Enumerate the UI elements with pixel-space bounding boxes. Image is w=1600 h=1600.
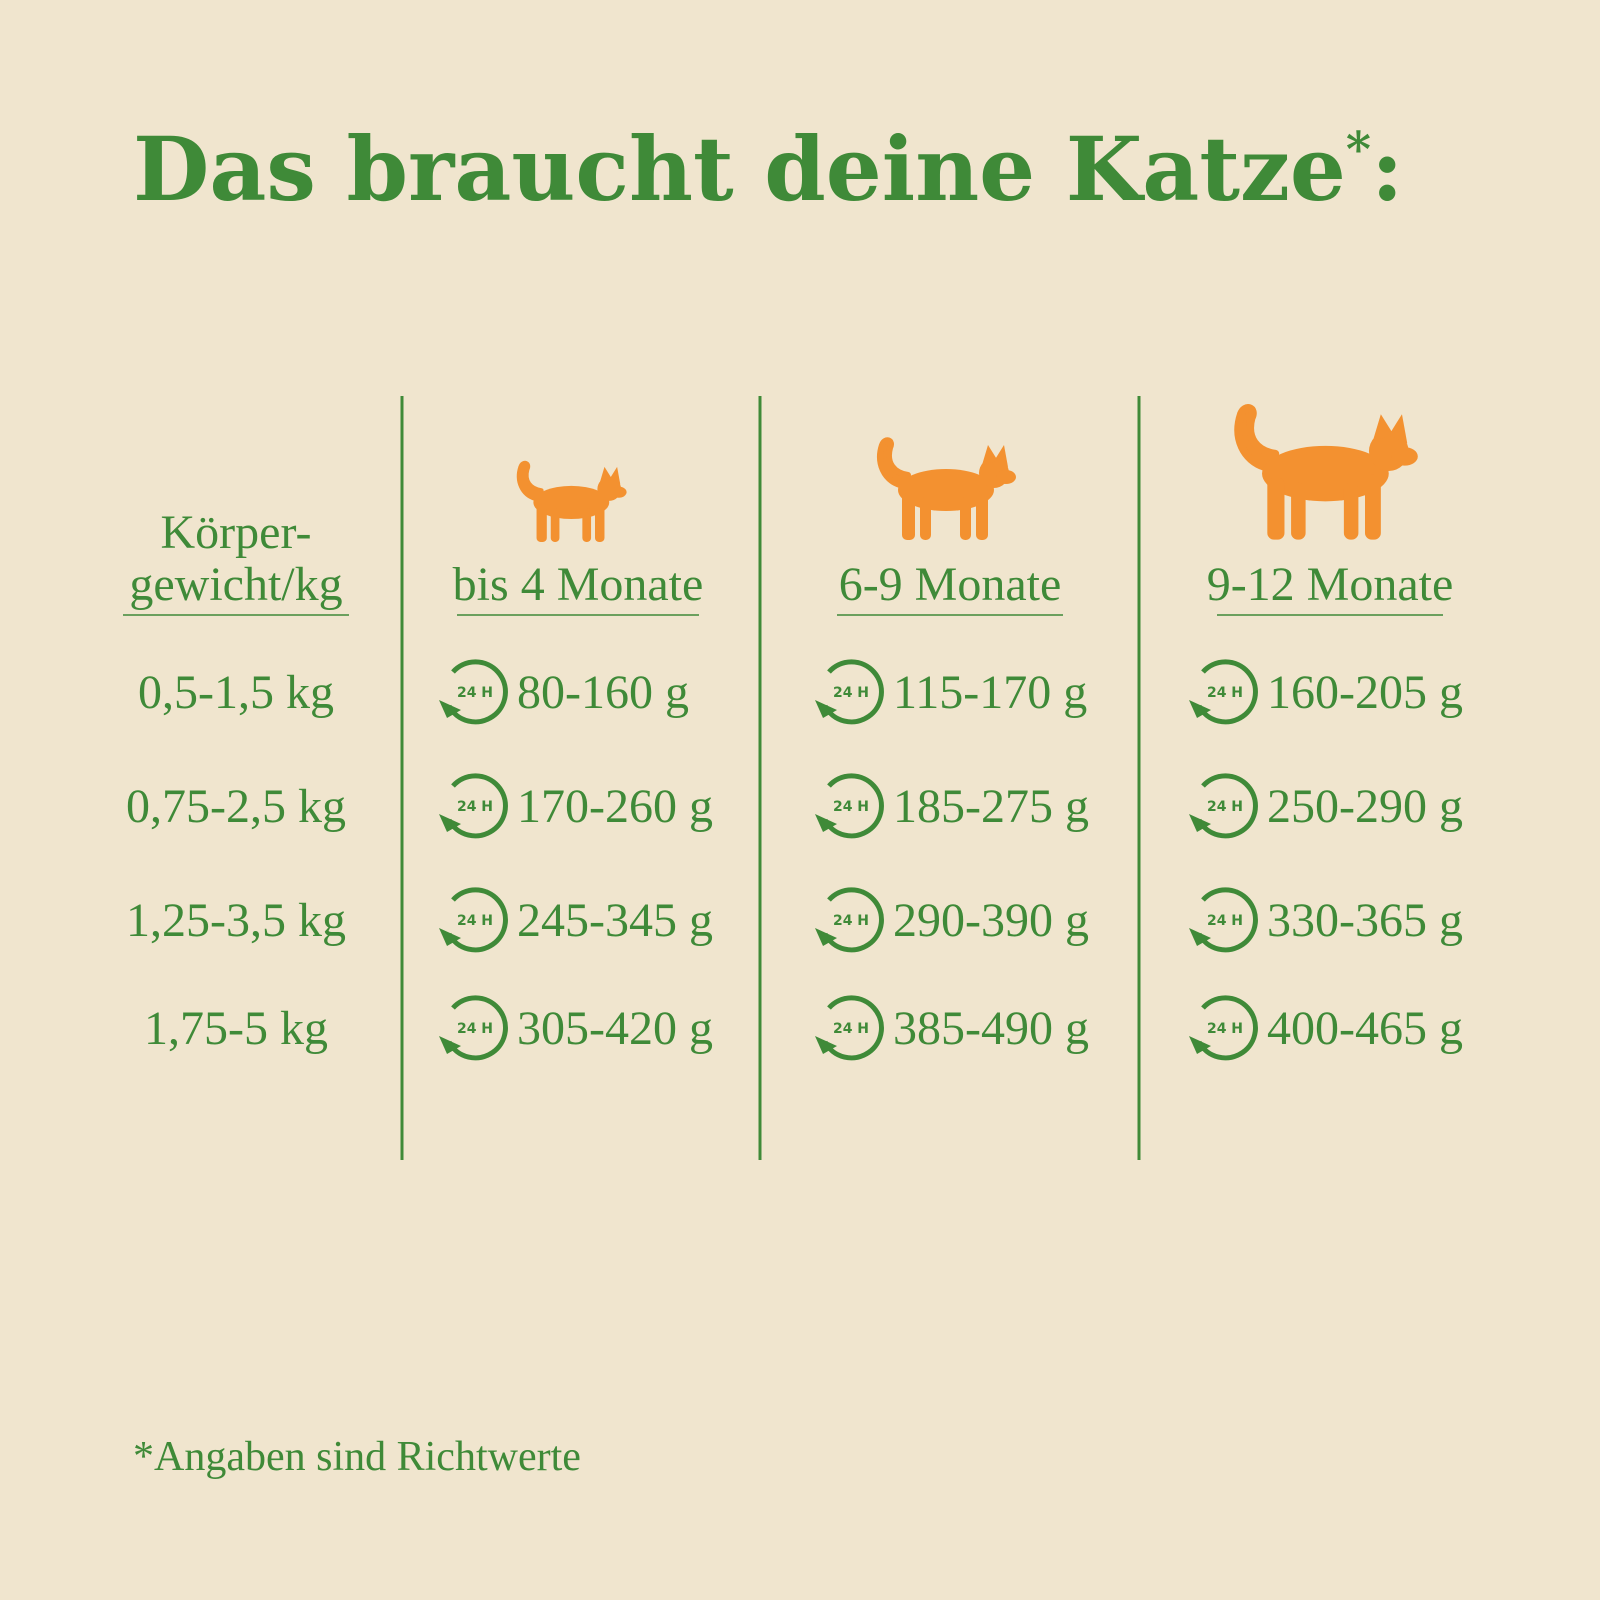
amount-cell: 290-390 g [893,894,1089,947]
icon-label: 24 H [1207,799,1243,815]
daily-icon: 24 H [1189,773,1258,839]
title-text: Das braucht deine Katze [133,117,1346,221]
amount-cell: 115-170 g [893,666,1087,719]
daily-icon: 24 H [815,773,884,839]
icon-label: 24 H [833,799,869,815]
footnote: *Angaben sind Richtwerte [133,1434,581,1480]
icon-arrow [1189,700,1211,718]
icon-arc [446,773,508,839]
icon-label: 24 H [1207,913,1243,929]
icon-arrow [439,814,461,832]
daily-icon: 24 H [1189,995,1258,1061]
daily-icon: 24 H [815,887,884,953]
daily-icon: 24 H [1189,659,1258,725]
icon-arc [446,995,508,1061]
icon-arc [1196,887,1258,953]
icon-label: 24 H [833,685,869,701]
daily-icon: 24 H [439,995,508,1061]
icon-arc [822,773,884,839]
icon-arrow [1189,928,1211,946]
amount-cell: 170-260 g [517,780,713,833]
icon-arc [446,887,508,953]
icon-arrow [1189,814,1211,832]
weight-cell: 0,75-2,5 kg [126,780,346,833]
header-cell: 9-12 Monate [1207,558,1454,611]
weight-cell: 0,5-1,5 kg [138,666,334,719]
daily-icon: 24 H [439,659,508,725]
icon-label: 24 H [457,799,493,815]
daily-icon: 24 H [815,995,884,1061]
amount-cell: 160-205 g [1267,666,1463,719]
icon-arc [446,659,508,725]
icon-arrow [815,814,837,832]
icon-arc [822,995,884,1061]
amount-cell: 80-160 g [517,666,689,719]
icon-arrow [1189,1036,1211,1054]
title: Das braucht deine Katze*: [133,117,1404,221]
icon-arrow [815,928,837,946]
icon-arc [1196,995,1258,1061]
icon-label: 24 H [833,913,869,929]
amount-cell: 385-490 g [893,1002,1089,1055]
icon-arc [822,659,884,725]
header-cell: gewicht/kg [129,558,342,611]
daily-icon: 24 H [815,659,884,725]
title-mark: * [1346,122,1371,178]
amount-cell: 330-365 g [1267,894,1463,947]
icon-label: 24 H [1207,1021,1243,1037]
icon-arc [1196,659,1258,725]
weight-cell: 1,25-3,5 kg [126,894,346,947]
daily-icon: 24 H [439,773,508,839]
title-suffix: : [1371,117,1403,221]
icon-arrow [439,928,461,946]
icon-arrow [439,700,461,718]
header-cell: bis 4 Monate [453,558,704,611]
icon-arrow [439,1036,461,1054]
header-cell: 6-9 Monate [839,558,1062,611]
icon-label: 24 H [833,1021,869,1037]
amount-cell: 185-275 g [893,780,1089,833]
daily-icon: 24 H [439,887,508,953]
icon-label: 24 H [457,1021,493,1037]
icon-label: 24 H [457,685,493,701]
amount-cell: 250-290 g [1267,780,1463,833]
daily-icon: 24 H [1189,887,1258,953]
amount-cell: 305-420 g [517,1002,713,1055]
icon-arc [822,887,884,953]
weight-cell: 1,75-5 kg [144,1002,328,1055]
icon-label: 24 H [457,913,493,929]
header-cell: Körper- [161,506,312,559]
amount-cell: 400-465 g [1267,1002,1463,1055]
amount-cell: 245-345 g [517,894,713,947]
icon-arc [1196,773,1258,839]
icon-label: 24 H [1207,685,1243,701]
icon-arrow [815,700,837,718]
icon-arrow [815,1036,837,1054]
